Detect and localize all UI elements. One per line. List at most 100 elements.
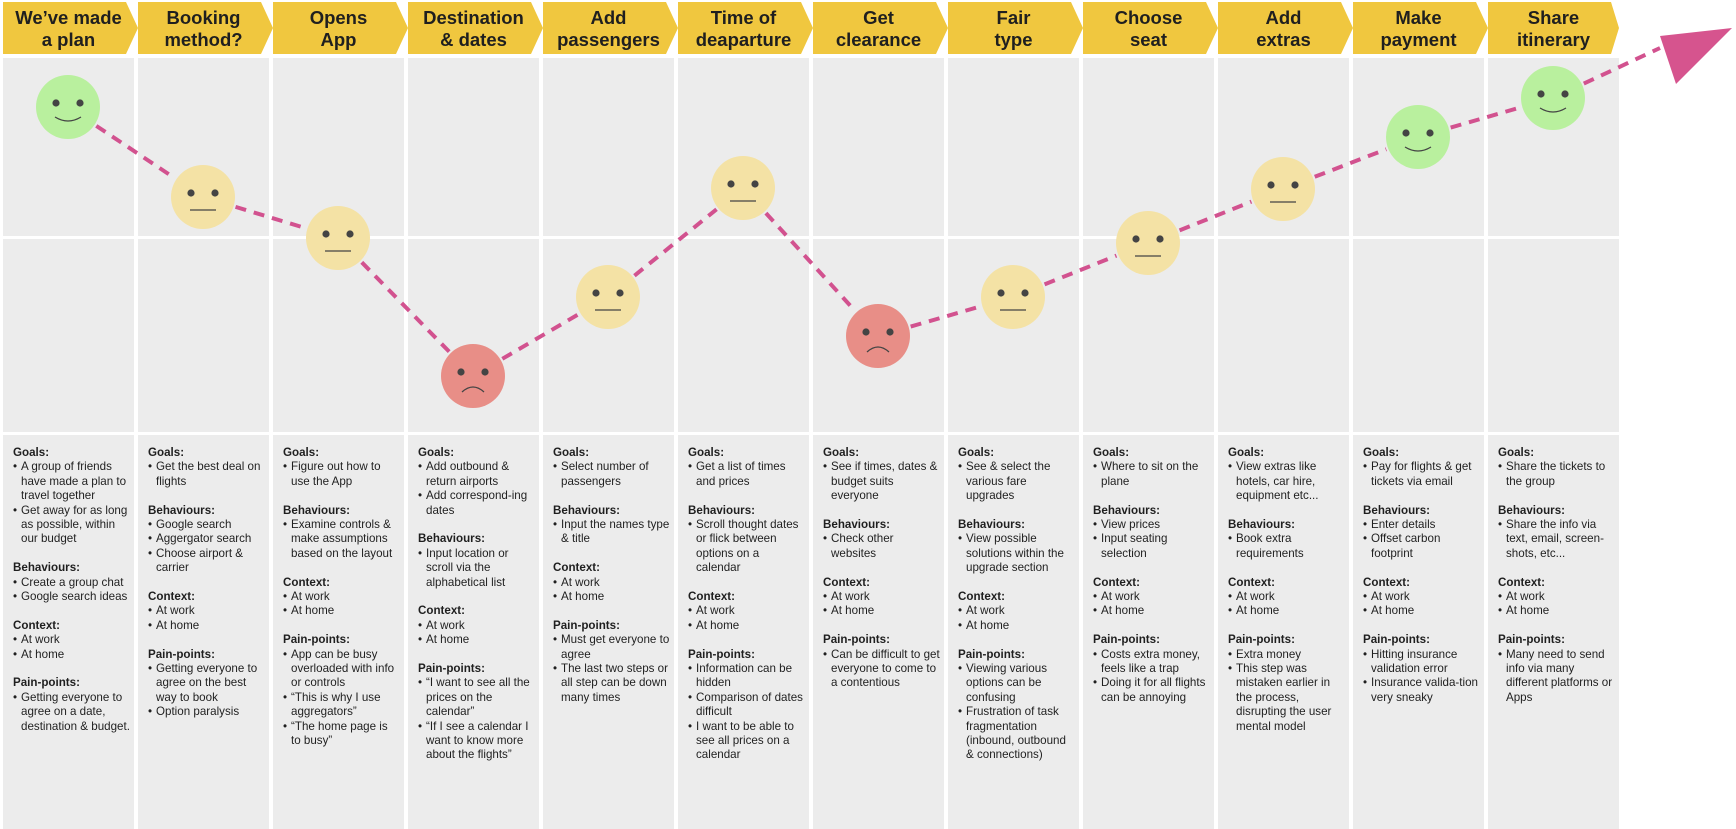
section-label: Context: [148,590,196,604]
goals-section: Goals:View extras like hotels, car hire,… [1228,446,1345,504]
goals-section: Goals:Pay for flights & get tickets via … [1363,446,1480,489]
section-label: Behaviours: [1093,503,1161,517]
bullet-item: Hitting insurance validation error [1363,648,1480,677]
section-label: Context: [823,575,871,589]
stage-header: Share itinerary [1488,2,1619,54]
stage-notes: Goals:View extras like hotels, car hire,… [1228,446,1345,748]
top-cell [1083,58,1214,236]
pain-points-section: Pain-points:App can be busy overloaded w… [283,633,400,748]
bullet-item: Create a group chat [13,576,130,591]
top-cell [948,58,1079,236]
section-label: Context: [688,590,736,604]
section-label: Pain-points: [958,647,1025,661]
section-label: Context: [13,618,61,632]
stage-column-time-of-deaparture: Time of deaparture Goals:Get a list of ti… [678,0,813,829]
behaviours-section: Behaviours:Examine controls & make assum… [283,504,400,562]
bullet-item: At home [13,648,130,663]
bullet-item: The last two steps or all step can be do… [553,662,670,705]
bullet-item: At work [958,604,1075,619]
section-label: Context: [553,561,601,575]
bullet-item: At work [283,590,400,605]
behaviours-section: Behaviours:Book extra requirements [1228,518,1345,561]
stage-header: Get clearance [813,2,948,54]
stage-header: Booking method? [138,2,273,54]
top-cell [813,58,944,236]
bullet-item: At home [148,619,265,634]
stage-notes: Goals:Where to sit on the plane Behaviour… [1093,446,1210,720]
chevron-shape [948,2,1083,54]
bullet-item: Costs extra money, feels like a trap [1093,648,1210,677]
bullet-item: Figure out how to use the App [283,460,400,489]
section-label: Goals: [958,446,995,459]
bullet-item: Aggergator search [148,532,265,547]
mid-cell [273,239,404,432]
bullet-item: Must get everyone to agree [553,633,670,662]
bullet-item: I want to be able to see all prices on a… [688,720,805,763]
stage-title: Add extras [1256,7,1311,50]
stage-column-booking-method: Booking method? Goals:Get the best deal o… [138,0,273,829]
stage-column-share-itinerary: Share itinerary Goals:Share the tickets t… [1488,0,1619,829]
section-label: Context: [418,604,466,618]
bullet-item: Google search [148,518,265,533]
stage-notes: Goals:Add outbound & return airportsAdd … [418,446,535,777]
section-label: Pain-points: [823,633,890,647]
bullet-item: App can be busy overloaded with info or … [283,648,400,691]
bullet-item: View extras like hotels, car hire, equip… [1228,460,1345,503]
bullet-item: This step was mistaken earlier in the pr… [1228,662,1345,734]
stage-header: Fair type [948,2,1083,54]
context-section: Context:At workAt home [1498,575,1615,620]
section-label: Context: [958,590,1006,604]
bullet-item: At home [958,619,1075,634]
top-cell [1218,58,1349,236]
section-label: Context: [1498,575,1546,589]
bullet-item: Share the tickets to the group [1498,460,1615,489]
mid-cell [678,239,809,432]
bullet-item: At home [1093,604,1210,619]
bullet-item: Book extra requirements [1228,532,1345,561]
mid-cell [948,239,1079,432]
behaviours-section: Behaviours:Input location or scroll via … [418,532,535,590]
pain-points-section: Pain-points:Viewing various options can … [958,648,1075,763]
stage-column-add-extras: Add extras Goals:View extras like hotels,… [1218,0,1353,829]
bullet-item: At home [1498,604,1615,619]
goals-section: Goals:See if times, dates & budget suits… [823,446,940,504]
bullet-item: Enter details [1363,518,1480,533]
stage-title: Share itinerary [1516,7,1590,50]
section-label: Context: [283,575,331,589]
bullet-item: See & select the various fare upgrades [958,460,1075,503]
chevron-shape [408,2,543,54]
behaviours-section: Behaviours:Share the info via text, emai… [1498,504,1615,562]
bullet-item: At work [553,576,670,591]
top-cell [1488,58,1619,236]
chevron-shape [138,2,273,54]
stage-notes: Goals:Select number of passengers Behavio… [553,446,670,720]
bullet-item: Information can be hidden [688,662,805,691]
top-cell [138,58,269,236]
stage-title: Choose seat [1114,7,1183,50]
section-label: Pain-points: [1093,633,1160,647]
goals-section: Goals:Figure out how to use the App [283,446,400,489]
bullet-item: At home [553,590,670,605]
bullet-item: Google search ideas [13,590,130,605]
mid-cell [1083,239,1214,432]
bullet-item: Add outbound & return airports [418,460,535,489]
section-label: Behaviours: [688,503,756,517]
section-label: Behaviours: [1363,503,1431,517]
stage-header: Time of deaparture [678,2,813,54]
bullet-item: At work [1498,590,1615,605]
behaviours-section: Behaviours:Google searchAggergator searc… [148,504,265,576]
bullet-item: Option paralysis [148,705,265,720]
bullet-item: At work [418,619,535,634]
section-label: Pain-points: [13,676,80,690]
goals-section: Goals:Where to sit on the plane [1093,446,1210,489]
stage-notes: Goals:Share the tickets to the group Beha… [1498,446,1615,720]
section-label: Pain-points: [1498,633,1565,647]
pain-points-section: Pain-points:Many need to send info via m… [1498,633,1615,705]
section-label: Pain-points: [283,633,350,647]
bullet-item: “I want to see all the prices on the cal… [418,676,535,719]
bullet-item: Can be difficult to get everyone to come… [823,648,940,691]
chevron-shape [813,2,948,54]
mid-cell [543,239,674,432]
section-label: Behaviours: [1228,518,1296,532]
stage-column-get-clearance: Get clearance Goals:See if times, dates &… [813,0,948,829]
